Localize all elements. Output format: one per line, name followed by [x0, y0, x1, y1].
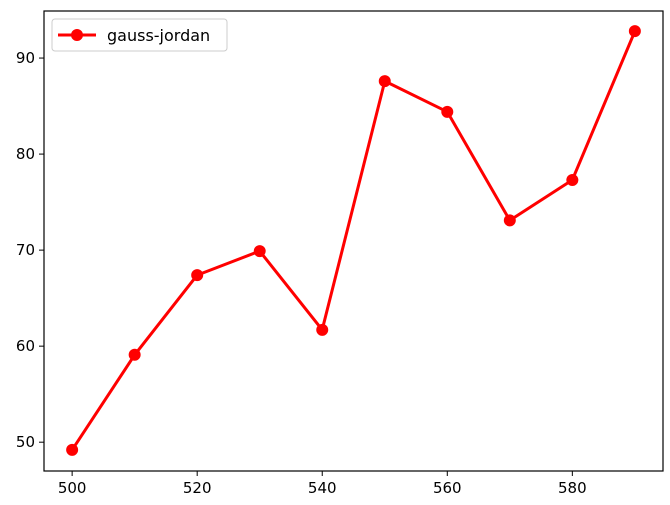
x-tick-label: 540 — [308, 479, 337, 497]
y-tick-label: 80 — [16, 145, 35, 163]
x-tick-label: 580 — [558, 479, 587, 497]
data-point — [253, 245, 266, 258]
data-point — [316, 323, 329, 336]
legend-marker — [71, 29, 83, 41]
axes-ticks: 500 520 540 560 580 50 60 70 80 90 — [16, 49, 587, 497]
data-point — [128, 348, 141, 361]
series-line — [70, 29, 637, 452]
data-point — [66, 443, 79, 456]
data-point — [441, 105, 454, 118]
y-tick-label: 90 — [16, 49, 35, 67]
legend-box — [51, 18, 228, 52]
legend: gauss-jordan — [51, 18, 228, 52]
plot-frame — [43, 10, 664, 472]
y-tick-label: 50 — [16, 433, 35, 451]
y-tick-label: 70 — [16, 241, 35, 259]
data-point — [628, 25, 641, 38]
y-tick-label: 60 — [16, 337, 35, 355]
data-point — [503, 214, 516, 227]
x-tick-label: 520 — [183, 479, 212, 497]
data-point — [378, 75, 391, 88]
x-tick-label: 560 — [433, 479, 462, 497]
data-point — [566, 174, 579, 187]
data-point — [191, 269, 204, 282]
legend-label: gauss-jordan — [107, 26, 210, 45]
plot-series — [66, 25, 641, 456]
x-tick-label: 500 — [58, 479, 87, 497]
